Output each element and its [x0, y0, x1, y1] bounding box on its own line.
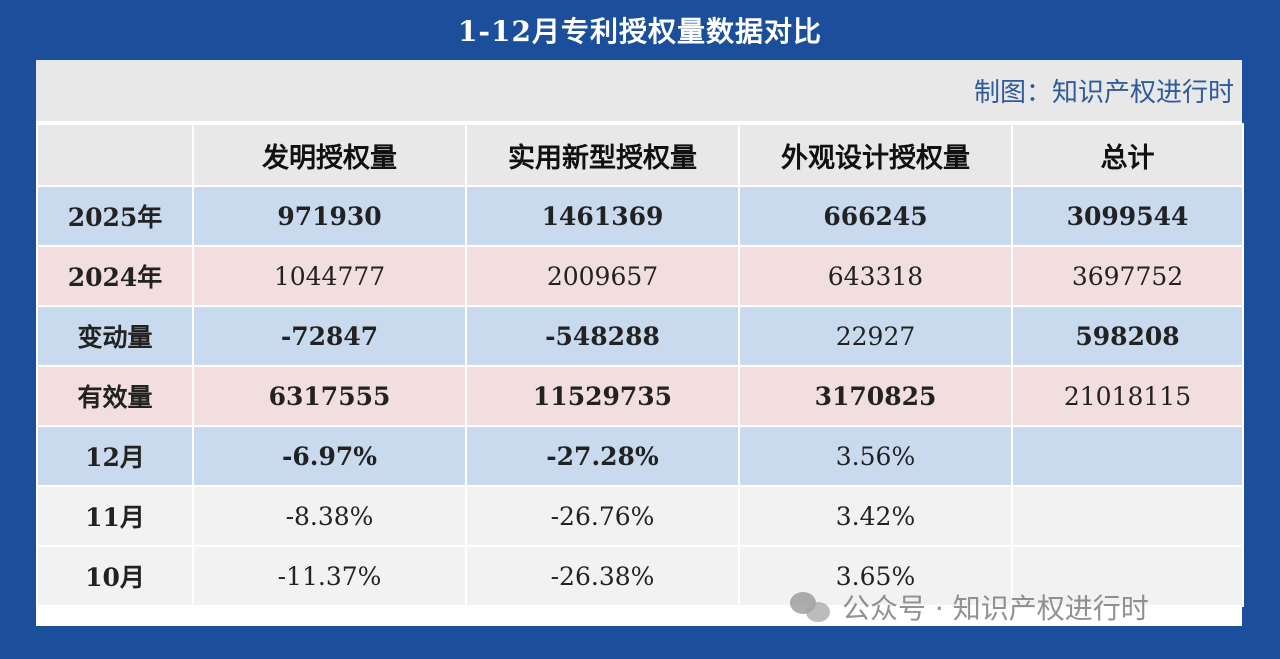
table-cell: 1044777	[192, 245, 467, 307]
row-label: 有效量	[36, 365, 194, 427]
table-cell: 22927	[738, 305, 1013, 367]
row-label: 11月	[36, 485, 194, 547]
table-cell: -26.76%	[465, 485, 740, 547]
table-cell: 3170825	[738, 365, 1013, 427]
page-title: 1-12月专利授权量数据对比	[457, 15, 823, 48]
table-row-2025: 2025年 971930 1461369 666245 3099544	[36, 185, 1244, 247]
row-label: 12月	[36, 425, 194, 487]
table-cell: 3099544	[1011, 185, 1244, 247]
table-header-row: 发明授权量 实用新型授权量 外观设计授权量 总计	[36, 123, 1244, 187]
table-row-change: 变动量 -72847 -548288 22927 598208	[36, 305, 1244, 367]
table-cell: -27.28%	[465, 425, 740, 487]
table-cell: 21018115	[1011, 365, 1244, 427]
table-cell: 6317555	[192, 365, 467, 427]
table-row-december: 12月 -6.97% -27.28% 3.56%	[36, 425, 1244, 487]
table-cell: 2009657	[465, 245, 740, 307]
table-cell: 643318	[738, 245, 1013, 307]
table-cell: 3.56%	[738, 425, 1013, 487]
table-cell	[1011, 485, 1244, 547]
table-cell	[1011, 545, 1244, 607]
table-cell: -72847	[192, 305, 467, 367]
chart-credit: 制图：知识产权进行时	[36, 60, 1242, 123]
row-label: 2024年	[36, 245, 194, 307]
table-cell: 666245	[738, 185, 1013, 247]
table-cell: 1461369	[465, 185, 740, 247]
table-cell	[1011, 425, 1244, 487]
table-cell: 11529735	[465, 365, 740, 427]
table-cell: 3697752	[1011, 245, 1244, 307]
row-label: 变动量	[36, 305, 194, 367]
data-table-panel: 制图：知识产权进行时 发明授权量 实用新型授权量 外观设计授权量 总计 2025…	[36, 60, 1244, 626]
table-cell: 971930	[192, 185, 467, 247]
table-row-valid: 有效量 6317555 11529735 3170825 21018115	[36, 365, 1244, 427]
table-cell: -8.38%	[192, 485, 467, 547]
watermark-text: 公众号 · 知识产权进行时	[842, 592, 1149, 625]
table-cell: 3.42%	[738, 485, 1013, 547]
row-label: 10月	[36, 545, 194, 607]
header-corner	[36, 123, 194, 187]
wechat-icon	[790, 590, 832, 624]
table-cell: 3.65%	[738, 545, 1013, 607]
column-header-total: 总计	[1011, 123, 1244, 187]
table-row-2024: 2024年 1044777 2009657 643318 3697752	[36, 245, 1244, 307]
column-header-invention: 发明授权量	[192, 123, 467, 187]
table-cell: 598208	[1011, 305, 1244, 367]
table-cell: -26.38%	[465, 545, 740, 607]
column-header-utility-model: 实用新型授权量	[465, 123, 740, 187]
table-cell: -11.37%	[192, 545, 467, 607]
table-row-november: 11月 -8.38% -26.76% 3.42%	[36, 485, 1244, 547]
table-cell: -6.97%	[192, 425, 467, 487]
patent-grant-table: 发明授权量 实用新型授权量 外观设计授权量 总计 2025年 971930 14…	[36, 123, 1244, 607]
table-row-october: 10月 -11.37% -26.38% 3.65%	[36, 545, 1244, 607]
watermark: 公众号 · 知识产权进行时	[790, 585, 1149, 629]
row-label: 2025年	[36, 185, 194, 247]
table-cell: -548288	[465, 305, 740, 367]
column-header-design: 外观设计授权量	[738, 123, 1013, 187]
